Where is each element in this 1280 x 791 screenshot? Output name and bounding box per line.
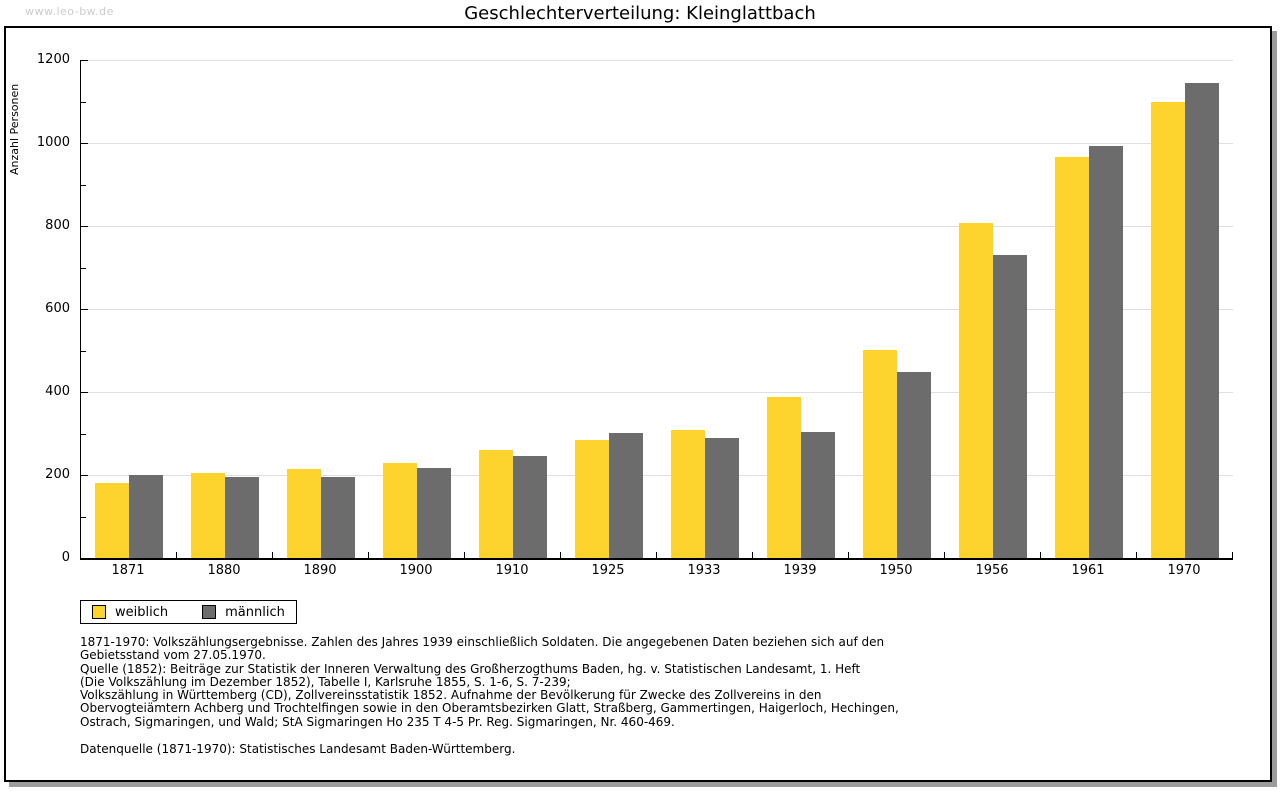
x-axis-tick (1136, 552, 1137, 558)
bar-männlich-1890 (321, 476, 355, 558)
legend-label-männlich: männlich (225, 604, 285, 620)
x-axis-label-1900: 1900 (399, 563, 433, 578)
x-axis-label-1880: 1880 (207, 563, 241, 578)
gridline-1200 (81, 60, 1233, 61)
bar-männlich-1910 (513, 456, 547, 558)
y-axis-tick-label: 400 (45, 384, 70, 399)
bar-weiblich-1933 (671, 429, 705, 558)
y-axis-major-tick-1200 (81, 60, 88, 61)
bar-männlich-1961 (1089, 146, 1123, 558)
bar-weiblich-1939 (767, 397, 801, 558)
footnotes: 1871-1970: Volkszählungsergebnisse. Zahl… (80, 635, 1180, 729)
legend-label-weiblich: weiblich (115, 604, 169, 620)
x-axis-tick (176, 552, 177, 558)
bar-männlich-1950 (897, 371, 931, 558)
x-axis-tick (656, 552, 657, 558)
y-axis-tick-label: 1200 (36, 52, 70, 67)
x-axis-label-1939: 1939 (783, 563, 817, 578)
bar-weiblich-1890 (287, 468, 321, 558)
gridline-800 (81, 226, 1233, 227)
bar-weiblich-1910 (479, 449, 513, 558)
y-axis-tick-label: 200 (45, 467, 70, 482)
legend-swatch-weiblich (92, 605, 106, 619)
bar-männlich-1956 (993, 254, 1027, 558)
x-axis-label-1890: 1890 (303, 563, 337, 578)
x-axis-label-1956: 1956 (975, 563, 1009, 578)
legend: weiblich männlich (80, 600, 297, 624)
x-axis-tick (560, 552, 561, 558)
footnote-line: Volkszählung in Württemberg (CD), Zollve… (80, 688, 822, 703)
y-axis-minor-tick-300 (81, 433, 86, 435)
watermark: www.leo-bw.de (25, 5, 114, 18)
y-axis-tick-label: 800 (45, 218, 70, 233)
x-axis-tick (464, 552, 465, 558)
bar-weiblich-1950 (863, 350, 897, 558)
bar-männlich-1880 (225, 476, 259, 558)
x-axis-tick (848, 552, 849, 558)
gridline-400 (81, 392, 1233, 393)
y-axis-major-tick-400 (81, 392, 88, 393)
gridline-1000 (81, 143, 1233, 144)
y-axis-minor-tick-700 (81, 267, 86, 269)
x-axis-tick (752, 552, 753, 558)
legend-item-weiblich: weiblich (92, 605, 168, 620)
x-axis-label-1925: 1925 (591, 563, 625, 578)
x-axis-label-1961: 1961 (1071, 563, 1105, 578)
legend-item-männlich: männlich (202, 605, 285, 620)
bar-männlich-1925 (609, 432, 643, 558)
y-axis-minor-tick-1100 (81, 101, 86, 103)
y-axis-tick-label: 0 (61, 550, 70, 565)
x-axis-tick (944, 552, 945, 558)
bar-männlich-1970 (1185, 83, 1219, 558)
bar-weiblich-1880 (191, 473, 225, 558)
plot-area (80, 60, 1233, 560)
y-axis-tick-label: 1000 (36, 135, 70, 150)
page-title: Geschlechterverteilung: Kleinglattbach (464, 3, 816, 24)
bar-weiblich-1970 (1151, 102, 1185, 558)
y-axis-minor-tick-100 (81, 516, 86, 518)
x-axis-label-1871: 1871 (111, 563, 145, 578)
footnote-line: Gebietsstand vom 27.05.1970. (80, 648, 266, 663)
y-axis-tick-label: 600 (45, 301, 70, 316)
x-axis-tick (272, 552, 273, 558)
x-axis-tick (368, 552, 369, 558)
y-axis-major-tick-200 (81, 475, 88, 476)
y-axis-tick-labels: 0 200 400 600 800 1000 1200 (6, 53, 74, 565)
x-axis-label-1933: 1933 (687, 563, 721, 578)
footnote-line: (Die Volkszählung im Dezember 1852), Tab… (80, 674, 571, 689)
footnote-line: Ostrach, Sigmaringen, und Wald; StA Sigm… (80, 714, 675, 729)
x-axis-tick (1232, 552, 1233, 558)
y-axis-major-tick-800 (81, 226, 88, 227)
y-axis-minor-tick-900 (81, 184, 86, 186)
bar-männlich-1933 (705, 438, 739, 558)
y-axis-major-tick-600 (81, 309, 88, 310)
x-axis-labels: 1871 1880 1890 1900 1910 1925 1933 1939 1950 1956… (80, 563, 1232, 583)
gridline-600 (81, 309, 1233, 310)
footnote-line: 1871-1970: Volkszählungsergebnisse. Zahl… (80, 635, 885, 649)
bar-männlich-1939 (801, 432, 835, 558)
x-axis-label-1950: 1950 (879, 563, 913, 578)
x-axis-label-1910: 1910 (495, 563, 529, 578)
gridline-200 (81, 475, 1233, 476)
footnote-line: Quelle (1852): Beiträge zur Statistik de… (80, 661, 861, 676)
y-axis-major-tick-1000 (81, 143, 88, 144)
bar-weiblich-1956 (959, 222, 993, 558)
y-axis-minor-tick-500 (81, 350, 86, 352)
bar-männlich-1900 (417, 467, 451, 558)
bar-weiblich-1925 (575, 440, 609, 558)
bar-weiblich-1961 (1055, 156, 1089, 558)
x-axis-label-1970: 1970 (1167, 563, 1201, 578)
bar-männlich-1871 (129, 475, 163, 558)
data-source-line: Datenquelle (1871-1970): Statistisches L… (80, 742, 516, 756)
bar-weiblich-1871 (95, 483, 129, 558)
x-axis-tick (1040, 552, 1041, 558)
bar-weiblich-1900 (383, 463, 417, 558)
chart-frame: Anzahl Personen 0 200 400 600 800 1000 1200 18… (4, 26, 1272, 782)
legend-swatch-männlich (202, 605, 217, 619)
footnote-line: Obervogteiämtern Achberg und Trochtelfin… (80, 701, 899, 716)
